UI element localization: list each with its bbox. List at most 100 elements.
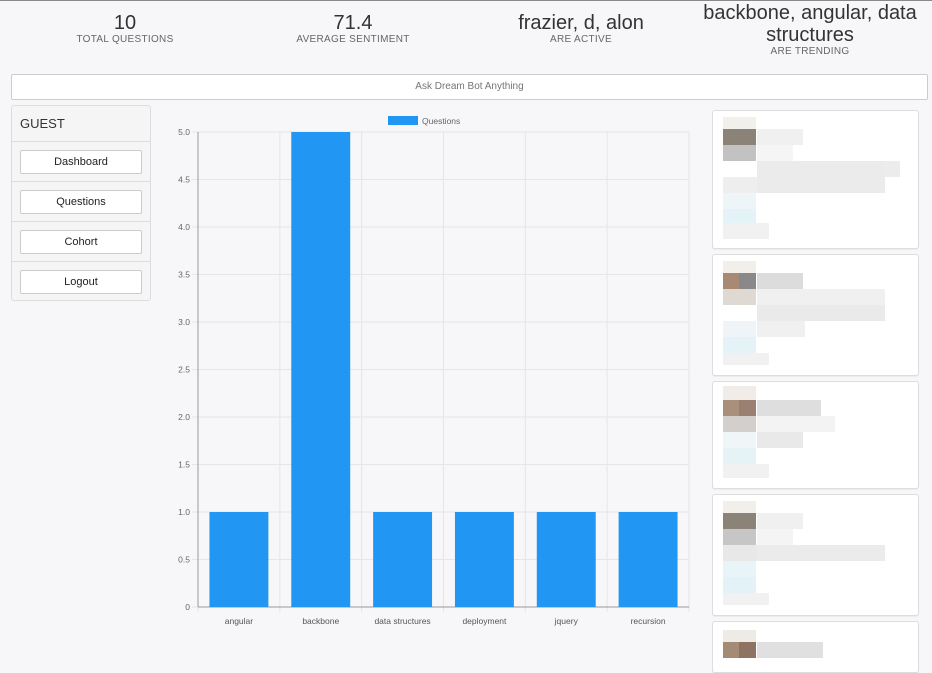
stat-average-sentiment: 71.4 AVERAGE SENTIMENT: [283, 12, 423, 45]
logout-button[interactable]: Logout: [20, 270, 142, 294]
pixelated-text: [757, 161, 885, 193]
stat-label: TOTAL QUESTIONS: [76, 34, 174, 45]
stat-label: ARE ACTIVE: [550, 34, 612, 45]
pixelated-text: [723, 448, 756, 464]
top-border: [0, 0, 932, 1]
question-card[interactable]: [712, 621, 919, 673]
pixelated-avatar: [723, 513, 756, 529]
y-tick-label: 0.5: [178, 555, 190, 565]
pixelated-text: [723, 337, 756, 353]
sidebar: GUEST Dashboard Questions Cohort Logout: [11, 105, 151, 301]
pixelated-text: [757, 642, 823, 658]
y-tick-label: 3.5: [178, 270, 190, 280]
pixelated-avatar: [739, 642, 756, 658]
legend-label: Questions: [422, 116, 460, 126]
pixelated-text: [723, 464, 769, 478]
pixelated-text: [723, 593, 769, 605]
pixelated-text: [757, 305, 885, 321]
stat-active-users: frazier, d, alon ARE ACTIVE: [496, 12, 666, 45]
pixelated-avatar: [723, 642, 739, 658]
x-tick-label: jquery: [554, 616, 579, 626]
pixelated-avatar: [723, 630, 756, 642]
pixelated-text: [723, 321, 756, 337]
pixelated-avatar: [723, 289, 756, 305]
pixelated-avatar: [723, 529, 756, 545]
pixelated-text: [885, 161, 900, 177]
pixelated-text: [723, 223, 769, 239]
divider: [12, 141, 150, 142]
pixelated-avatar: [723, 501, 756, 513]
question-card[interactable]: [712, 494, 919, 616]
pixelated-text: [757, 273, 803, 289]
pixelated-text: [723, 209, 756, 223]
y-tick-label: 2.5: [178, 365, 190, 375]
bar-data-structures: [373, 512, 433, 607]
ask-bot-input[interactable]: [11, 74, 928, 100]
pixelated-avatar: [723, 416, 756, 432]
pixelated-avatar: [723, 129, 756, 145]
divider: [12, 221, 150, 222]
y-tick-label: 4.5: [178, 175, 190, 185]
stat-value: 71.4: [333, 12, 373, 34]
y-tick-label: 5.0: [178, 127, 190, 137]
pixelated-avatar: [739, 273, 756, 289]
stat-total-questions: 10 TOTAL QUESTIONS: [55, 12, 195, 45]
pixelated-avatar: [723, 261, 756, 273]
pixelated-text: [757, 545, 885, 561]
pixelated-text: [723, 177, 757, 193]
pixelated-text: [723, 193, 756, 209]
pixelated-avatar: [723, 117, 756, 129]
question-card[interactable]: [712, 110, 919, 249]
stat-label: AVERAGE SENTIMENT: [296, 34, 410, 45]
pixelated-text: [723, 432, 756, 448]
stat-label: ARE TRENDING: [770, 46, 850, 57]
y-tick-label: 1.0: [178, 507, 190, 517]
pixelated-avatar: [723, 145, 756, 161]
question-card[interactable]: [712, 381, 919, 489]
pixelated-avatar: [723, 400, 739, 416]
y-tick-label: 4.0: [178, 222, 190, 232]
cohort-button[interactable]: Cohort: [20, 230, 142, 254]
pixelated-text: [757, 129, 803, 145]
legend-swatch: [388, 116, 418, 125]
bar-deployment: [454, 512, 514, 607]
pixelated-text: [757, 145, 793, 161]
stat-trending-topics: backbone, angular, data structures ARE T…: [695, 2, 925, 57]
pixelated-avatar: [739, 400, 756, 416]
bar-recursion: [618, 512, 678, 607]
pixelated-text: [723, 545, 757, 561]
y-tick-label: 1.5: [178, 460, 190, 470]
divider: [12, 261, 150, 262]
questions-button[interactable]: Questions: [20, 190, 142, 214]
pixelated-text: [757, 289, 885, 305]
pixelated-text: [723, 353, 769, 365]
stat-value: 10: [113, 12, 137, 34]
stat-value: frazier, d, alon: [518, 12, 644, 34]
pixelated-avatar: [723, 273, 739, 289]
x-tick-label: backbone: [302, 616, 339, 626]
pixelated-text: [723, 577, 756, 593]
y-tick-label: 3.0: [178, 317, 190, 327]
dashboard-button[interactable]: Dashboard: [20, 150, 142, 174]
pixelated-text: [757, 321, 805, 337]
pixelated-avatar: [723, 386, 756, 400]
question-card[interactable]: [712, 254, 919, 376]
bar-jquery: [536, 512, 596, 607]
pixelated-text: [757, 432, 803, 448]
pixelated-text: [757, 400, 821, 416]
pixelated-text: [757, 416, 835, 432]
pixelated-text: [723, 561, 756, 577]
stat-value: backbone, angular, data structures: [703, 2, 917, 46]
x-tick-label: angular: [225, 616, 254, 626]
y-tick-label: 2.0: [178, 412, 190, 422]
bar-angular: [209, 512, 269, 607]
questions-bar-chart: 0 0.5 1.0 1.5 2.0 2.5 3.0 3.5 4.0 4.5 5.0 angular ba…: [178, 116, 690, 626]
pixelated-text: [757, 529, 793, 545]
bar-backbone: [291, 132, 351, 607]
x-tick-label: deployment: [462, 616, 507, 626]
y-tick-label: 0: [185, 602, 190, 612]
pixelated-text: [757, 513, 803, 529]
divider: [12, 181, 150, 182]
user-name: GUEST: [20, 116, 65, 131]
x-tick-label: data structures: [374, 616, 430, 626]
